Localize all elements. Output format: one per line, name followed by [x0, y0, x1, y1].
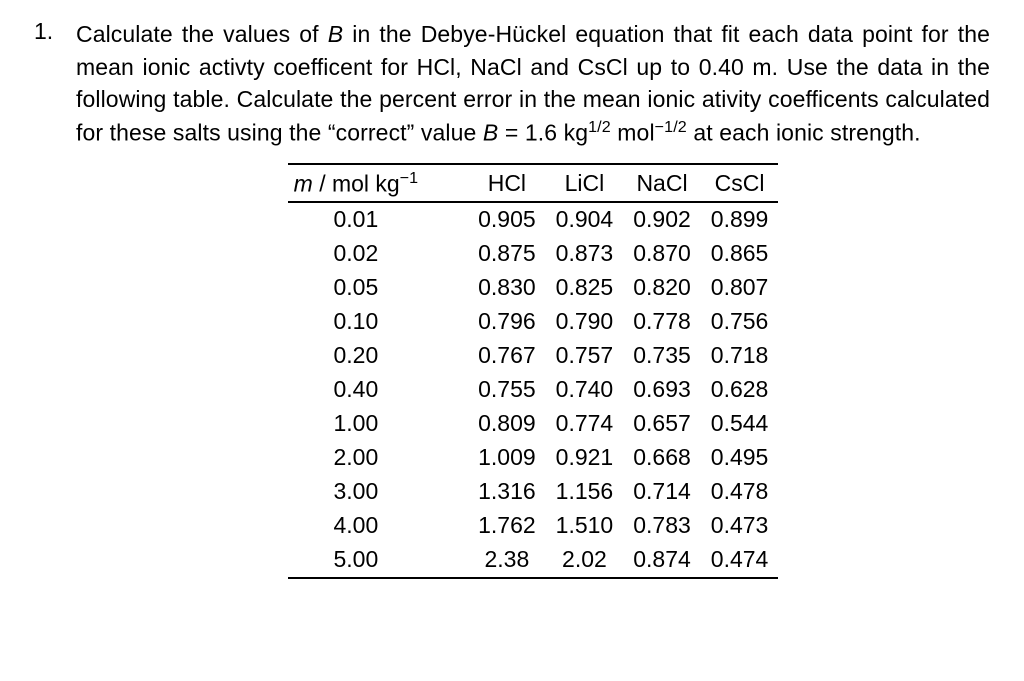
- table-row: 0.020.8750.8730.8700.865: [288, 237, 779, 271]
- cell-value: 0.899: [701, 202, 779, 237]
- cell-value: 1.156: [546, 475, 624, 509]
- cell-value: 1.510: [546, 509, 624, 543]
- col-header-nacl: NaCl: [623, 164, 701, 202]
- cell-value: 0.628: [701, 373, 779, 407]
- table-row: 0.400.7550.7400.6930.628: [288, 373, 779, 407]
- cell-value: 0.874: [623, 543, 701, 578]
- table-row: 1.000.8090.7740.6570.544: [288, 407, 779, 441]
- cell-value: 0.657: [623, 407, 701, 441]
- cell-value: 0.830: [468, 271, 546, 305]
- cell-value: 0.905: [468, 202, 546, 237]
- cell-value: 0.870: [623, 237, 701, 271]
- table-row: 0.200.7670.7570.7350.718: [288, 339, 779, 373]
- cell-m: 3.00: [288, 475, 468, 509]
- cell-value: 0.873: [546, 237, 624, 271]
- cell-value: 0.790: [546, 305, 624, 339]
- cell-m: 0.02: [288, 237, 468, 271]
- cell-value: 0.902: [623, 202, 701, 237]
- cell-value: 0.807: [701, 271, 779, 305]
- cell-value: 0.783: [623, 509, 701, 543]
- cell-value: 0.735: [623, 339, 701, 373]
- cell-value: 0.668: [623, 441, 701, 475]
- cell-m: 1.00: [288, 407, 468, 441]
- col-header-m: m / mol kg−1: [288, 164, 468, 202]
- table-row: 0.050.8300.8250.8200.807: [288, 271, 779, 305]
- cell-m: 0.05: [288, 271, 468, 305]
- table-row: 5.002.382.020.8740.474: [288, 543, 779, 578]
- cell-value: 0.809: [468, 407, 546, 441]
- table-row: 3.001.3161.1560.7140.478: [288, 475, 779, 509]
- cell-value: 2.38: [468, 543, 546, 578]
- table-wrap: m / mol kg−1 HCl LiCl NaCl CsCl 0.010.90…: [76, 163, 990, 579]
- cell-value: 0.820: [623, 271, 701, 305]
- cell-value: 1.762: [468, 509, 546, 543]
- cell-value: 0.756: [701, 305, 779, 339]
- col-header-hcl: HCl: [468, 164, 546, 202]
- cell-m: 2.00: [288, 441, 468, 475]
- table-row: 0.010.9050.9040.9020.899: [288, 202, 779, 237]
- cell-value: 0.755: [468, 373, 546, 407]
- cell-value: 0.921: [546, 441, 624, 475]
- problem: 1. Calculate the values of B in the Deby…: [34, 18, 990, 579]
- cell-value: 0.473: [701, 509, 779, 543]
- cell-value: 0.796: [468, 305, 546, 339]
- table-row: 0.100.7960.7900.7780.756: [288, 305, 779, 339]
- cell-value: 0.544: [701, 407, 779, 441]
- cell-value: 0.774: [546, 407, 624, 441]
- col-header-licl: LiCl: [546, 164, 624, 202]
- problem-number: 1.: [34, 18, 76, 45]
- cell-value: 0.693: [623, 373, 701, 407]
- cell-value: 0.865: [701, 237, 779, 271]
- cell-value: 0.478: [701, 475, 779, 509]
- cell-value: 0.474: [701, 543, 779, 578]
- cell-value: 0.757: [546, 339, 624, 373]
- cell-value: 0.904: [546, 202, 624, 237]
- cell-m: 0.40: [288, 373, 468, 407]
- cell-m: 4.00: [288, 509, 468, 543]
- cell-value: 0.718: [701, 339, 779, 373]
- cell-value: 0.875: [468, 237, 546, 271]
- cell-value: 0.825: [546, 271, 624, 305]
- cell-value: 1.316: [468, 475, 546, 509]
- cell-value: 0.740: [546, 373, 624, 407]
- table-row: 2.001.0090.9210.6680.495: [288, 441, 779, 475]
- table-header-row: m / mol kg−1 HCl LiCl NaCl CsCl: [288, 164, 779, 202]
- table-body: 0.010.9050.9040.9020.8990.020.8750.8730.…: [288, 202, 779, 578]
- col-header-cscl: CsCl: [701, 164, 779, 202]
- cell-value: 0.778: [623, 305, 701, 339]
- cell-m: 0.10: [288, 305, 468, 339]
- cell-value: 0.767: [468, 339, 546, 373]
- page: 1. Calculate the values of B in the Deby…: [0, 0, 1024, 579]
- cell-m: 0.20: [288, 339, 468, 373]
- problem-body: Calculate the values of B in the Debye-H…: [76, 18, 990, 579]
- cell-value: 2.02: [546, 543, 624, 578]
- cell-value: 1.009: [468, 441, 546, 475]
- cell-value: 0.495: [701, 441, 779, 475]
- cell-value: 0.714: [623, 475, 701, 509]
- problem-prompt: Calculate the values of B in the Debye-H…: [76, 18, 990, 149]
- cell-m: 0.01: [288, 202, 468, 237]
- table-row: 4.001.7621.5100.7830.473: [288, 509, 779, 543]
- cell-m: 5.00: [288, 543, 468, 578]
- data-table: m / mol kg−1 HCl LiCl NaCl CsCl 0.010.90…: [288, 163, 779, 579]
